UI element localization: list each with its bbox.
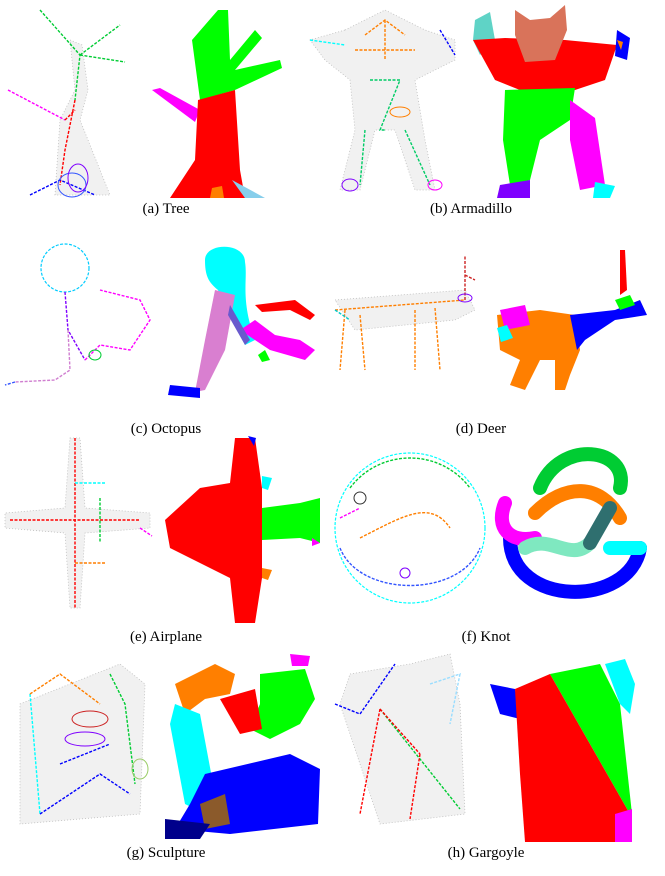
gargoyle-skeleton-view — [334, 653, 466, 825]
panel-knot: (f) Knot — [320, 428, 652, 647]
airplane-skeleton-view — [4, 437, 153, 609]
knot-skeleton-view — [334, 452, 486, 604]
armadillo-segmentation-view — [473, 5, 630, 198]
deer-figure — [334, 250, 647, 390]
tree-figure — [7, 9, 282, 198]
caption-octopus: (c) Octopus — [130, 421, 202, 437]
panel-deer: (d) Deer — [315, 220, 647, 439]
caption-airplane: (e) Airplane — [129, 629, 203, 645]
octopus-figure — [4, 243, 315, 398]
octopus-skeleton-view — [4, 243, 151, 386]
caption-armadillo: (b) Armadillo — [429, 201, 513, 217]
deer-segmentation-view — [497, 250, 647, 390]
caption-gargoyle: (h) Gargoyle — [447, 845, 525, 861]
knot-figure — [334, 447, 647, 604]
tree-segmentation-view — [152, 10, 282, 198]
caption-deer: (d) Deer — [455, 421, 507, 437]
caption-knot: (f) Knot — [461, 629, 511, 645]
airplane-figure — [4, 436, 320, 623]
tree-skeleton-view — [7, 9, 126, 198]
panel-octopus: (c) Octopus — [0, 220, 332, 439]
caption-tree: (a) Tree — [142, 201, 190, 217]
armadillo-figure — [309, 5, 630, 198]
sculpture-segmentation-view — [165, 654, 320, 839]
gargoyle-figure — [334, 653, 635, 842]
sculpture-skeleton-view — [19, 663, 149, 825]
octopus-segmentation-view — [168, 246, 315, 398]
sculpture-figure — [19, 654, 320, 839]
panel-gargoyle: (h) Gargoyle — [320, 644, 652, 863]
armadillo-skeleton-view — [309, 9, 456, 192]
deer-skeleton-view — [334, 255, 476, 371]
knot-segmentation-view — [494, 447, 647, 599]
airplane-segmentation-view — [165, 436, 320, 623]
panel-sculpture: (g) Sculpture — [0, 644, 332, 863]
panel-airplane: (e) Airplane — [0, 428, 332, 647]
panel-armadillo: (b) Armadillo — [305, 0, 637, 219]
caption-sculpture: (g) Sculpture — [126, 845, 206, 861]
gargoyle-segmentation-view — [490, 659, 635, 842]
panel-tree: (a) Tree — [0, 0, 332, 219]
